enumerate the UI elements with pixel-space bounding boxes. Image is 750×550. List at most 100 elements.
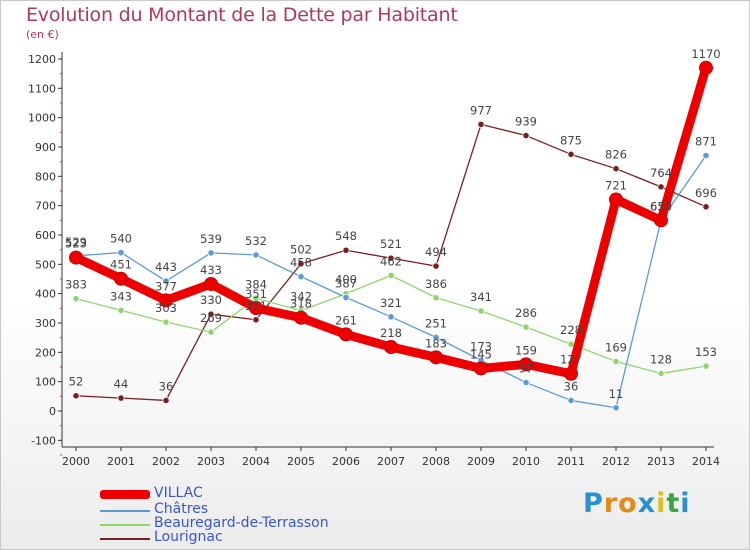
data-label-beauregard-de-terrasson: 286 bbox=[515, 306, 537, 320]
data-label-villac: 351 bbox=[245, 287, 267, 301]
y-tick-label: -100 bbox=[31, 434, 56, 447]
data-point-beauregard-de-terrasson bbox=[387, 271, 395, 280]
legend-label-beauregard: Beauregard-de-Terrasson bbox=[154, 515, 329, 531]
logo-letter: i bbox=[680, 488, 691, 519]
data-point-beauregard-de-terrasson bbox=[567, 340, 575, 348]
data-point-beauregard-de-terrasson bbox=[162, 318, 170, 326]
data-point-ch-tres bbox=[207, 249, 215, 257]
data-point-ch-tres bbox=[522, 378, 530, 387]
logo-letter: P bbox=[583, 488, 604, 519]
data-label-ch-tres: 387 bbox=[335, 276, 357, 290]
data-label-villac: 159 bbox=[515, 343, 537, 357]
data-point-ch-tres bbox=[432, 333, 440, 341]
data-point-ch-tres bbox=[387, 313, 395, 321]
data-label-villac: 433 bbox=[200, 263, 222, 277]
data-point-villac bbox=[429, 350, 443, 365]
legend-label-chatres: Châtres bbox=[154, 501, 209, 517]
y-tick-label: 200 bbox=[35, 346, 56, 359]
data-point-ch-tres bbox=[162, 277, 170, 285]
y-tick-label: 300 bbox=[35, 317, 56, 330]
data-label-ch-tres: 11 bbox=[609, 387, 624, 401]
legend-swatch-villac bbox=[100, 490, 150, 499]
data-point-ch-tres bbox=[297, 273, 305, 281]
data-label-villac: 377 bbox=[155, 279, 177, 293]
x-tick-label: 2009 bbox=[467, 455, 495, 468]
data-label-villac: 1170 bbox=[691, 47, 720, 61]
data-label-ch-tres: 532 bbox=[245, 234, 267, 248]
data-point-lourignac bbox=[477, 120, 485, 128]
data-point-beauregard-de-terrasson bbox=[117, 306, 125, 314]
data-label-lourignac: 52 bbox=[69, 375, 84, 389]
y-tick-label: 1100 bbox=[28, 82, 56, 95]
data-point-villac bbox=[699, 60, 713, 75]
data-point-beauregard-de-terrasson bbox=[612, 357, 620, 366]
data-label-lourignac: 44 bbox=[114, 377, 129, 391]
data-label-ch-tres: 251 bbox=[425, 316, 447, 330]
data-label-lourignac: 36 bbox=[159, 379, 174, 393]
x-tick-label: 2004 bbox=[242, 455, 270, 468]
data-point-villac bbox=[159, 293, 173, 308]
y-tick-label: 900 bbox=[35, 141, 56, 154]
data-point-ch-tres bbox=[342, 293, 350, 302]
data-label-villac: 127 bbox=[560, 353, 582, 367]
data-point-villac bbox=[474, 361, 488, 376]
data-label-lourignac: 330 bbox=[200, 293, 222, 307]
data-label-ch-tres: 529 bbox=[65, 235, 87, 249]
data-point-ch-tres bbox=[702, 151, 710, 160]
data-label-ch-tres: 173 bbox=[470, 339, 492, 353]
data-point-villac bbox=[69, 250, 83, 265]
x-tick-label: 2003 bbox=[197, 455, 225, 468]
data-label-lourignac: 311 bbox=[245, 299, 267, 313]
logo-letter: x bbox=[637, 488, 657, 519]
data-label-beauregard-de-terrasson: 228 bbox=[560, 323, 582, 337]
data-label-ch-tres: 458 bbox=[290, 256, 312, 270]
x-tick-label: 2014 bbox=[692, 455, 720, 468]
legend-swatch-lourignac bbox=[100, 538, 150, 540]
data-point-beauregard-de-terrasson bbox=[522, 323, 530, 331]
data-point-villac bbox=[519, 357, 533, 372]
data-label-villac: 218 bbox=[380, 326, 402, 340]
data-point-lourignac bbox=[342, 246, 350, 254]
y-tick-label: 400 bbox=[35, 288, 56, 301]
data-label-beauregard-de-terrasson: 128 bbox=[650, 352, 672, 366]
data-label-lourignac: 939 bbox=[515, 115, 537, 129]
data-point-beauregard-de-terrasson bbox=[72, 295, 80, 303]
data-point-villac bbox=[609, 192, 623, 207]
proxiti-logo: Proxiti bbox=[583, 488, 691, 519]
data-point-beauregard-de-terrasson bbox=[657, 369, 665, 378]
data-point-lourignac bbox=[612, 165, 620, 173]
y-tick-label: 1000 bbox=[28, 112, 56, 125]
data-label-beauregard-de-terrasson: 153 bbox=[695, 345, 717, 359]
data-point-villac bbox=[384, 340, 398, 355]
data-point-lourignac bbox=[297, 260, 305, 268]
data-point-villac bbox=[339, 327, 353, 342]
y-tick-label: 0 bbox=[49, 405, 56, 418]
y-tick-label: 1200 bbox=[28, 53, 56, 66]
data-label-beauregard-de-terrasson: 386 bbox=[425, 277, 447, 291]
data-label-beauregard-de-terrasson: 169 bbox=[605, 340, 627, 354]
data-point-ch-tres bbox=[117, 248, 125, 257]
data-point-lourignac bbox=[162, 396, 170, 405]
data-label-lourignac: 548 bbox=[335, 229, 357, 243]
data-label-beauregard-de-terrasson: 303 bbox=[155, 301, 177, 315]
x-tick-label: 2010 bbox=[512, 455, 540, 468]
data-point-lourignac bbox=[567, 150, 575, 158]
x-tick-label: 2008 bbox=[422, 455, 450, 468]
data-point-lourignac bbox=[117, 394, 125, 402]
data-point-ch-tres bbox=[612, 404, 620, 412]
data-point-lourignac bbox=[522, 131, 530, 140]
x-tick-label: 2007 bbox=[377, 455, 405, 468]
y-tick-label: 100 bbox=[35, 376, 56, 389]
legend-label-villac: VILLAC bbox=[154, 485, 203, 501]
logo-letter: o bbox=[618, 488, 638, 519]
x-tick-label: 2000 bbox=[62, 455, 90, 468]
logo-letter: i bbox=[656, 488, 667, 519]
data-label-lourignac: 502 bbox=[290, 243, 312, 257]
data-point-lourignac bbox=[702, 203, 710, 211]
x-tick-label: 2012 bbox=[602, 455, 630, 468]
data-point-beauregard-de-terrasson bbox=[702, 362, 710, 370]
data-point-villac bbox=[114, 271, 128, 286]
data-point-ch-tres bbox=[252, 251, 260, 259]
data-label-beauregard-de-terrasson: 341 bbox=[470, 290, 492, 304]
data-label-lourignac: 494 bbox=[425, 245, 447, 259]
